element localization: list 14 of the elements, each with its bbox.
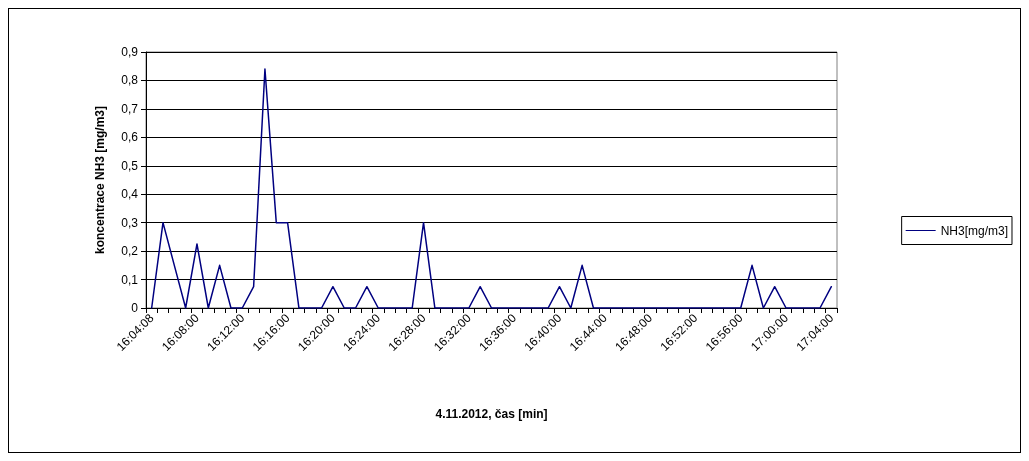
- y-tick-label: 0,4: [121, 187, 139, 202]
- line-series: [150, 68, 833, 309]
- y-tick-label: 0,9: [121, 45, 139, 59]
- y-tick-label: 0,7: [121, 101, 139, 116]
- y-tick-label: 0,2: [121, 244, 139, 259]
- y-tick-label: 0,6: [121, 130, 139, 145]
- legend-label: NH3[mg/m3]: [940, 223, 1009, 238]
- y-tick-label: 0: [131, 301, 139, 315]
- y-tick-label: 0,3: [121, 215, 139, 230]
- y-tick-label: 0,1: [121, 272, 139, 287]
- x-axis-title: 4.11.2012, čas [min]: [435, 407, 548, 421]
- y-tick-label: 0,8: [121, 73, 139, 88]
- y-axis-title: koncentrace NH3 [mg/m3]: [93, 105, 107, 255]
- y-tick-label: 0,5: [121, 158, 139, 173]
